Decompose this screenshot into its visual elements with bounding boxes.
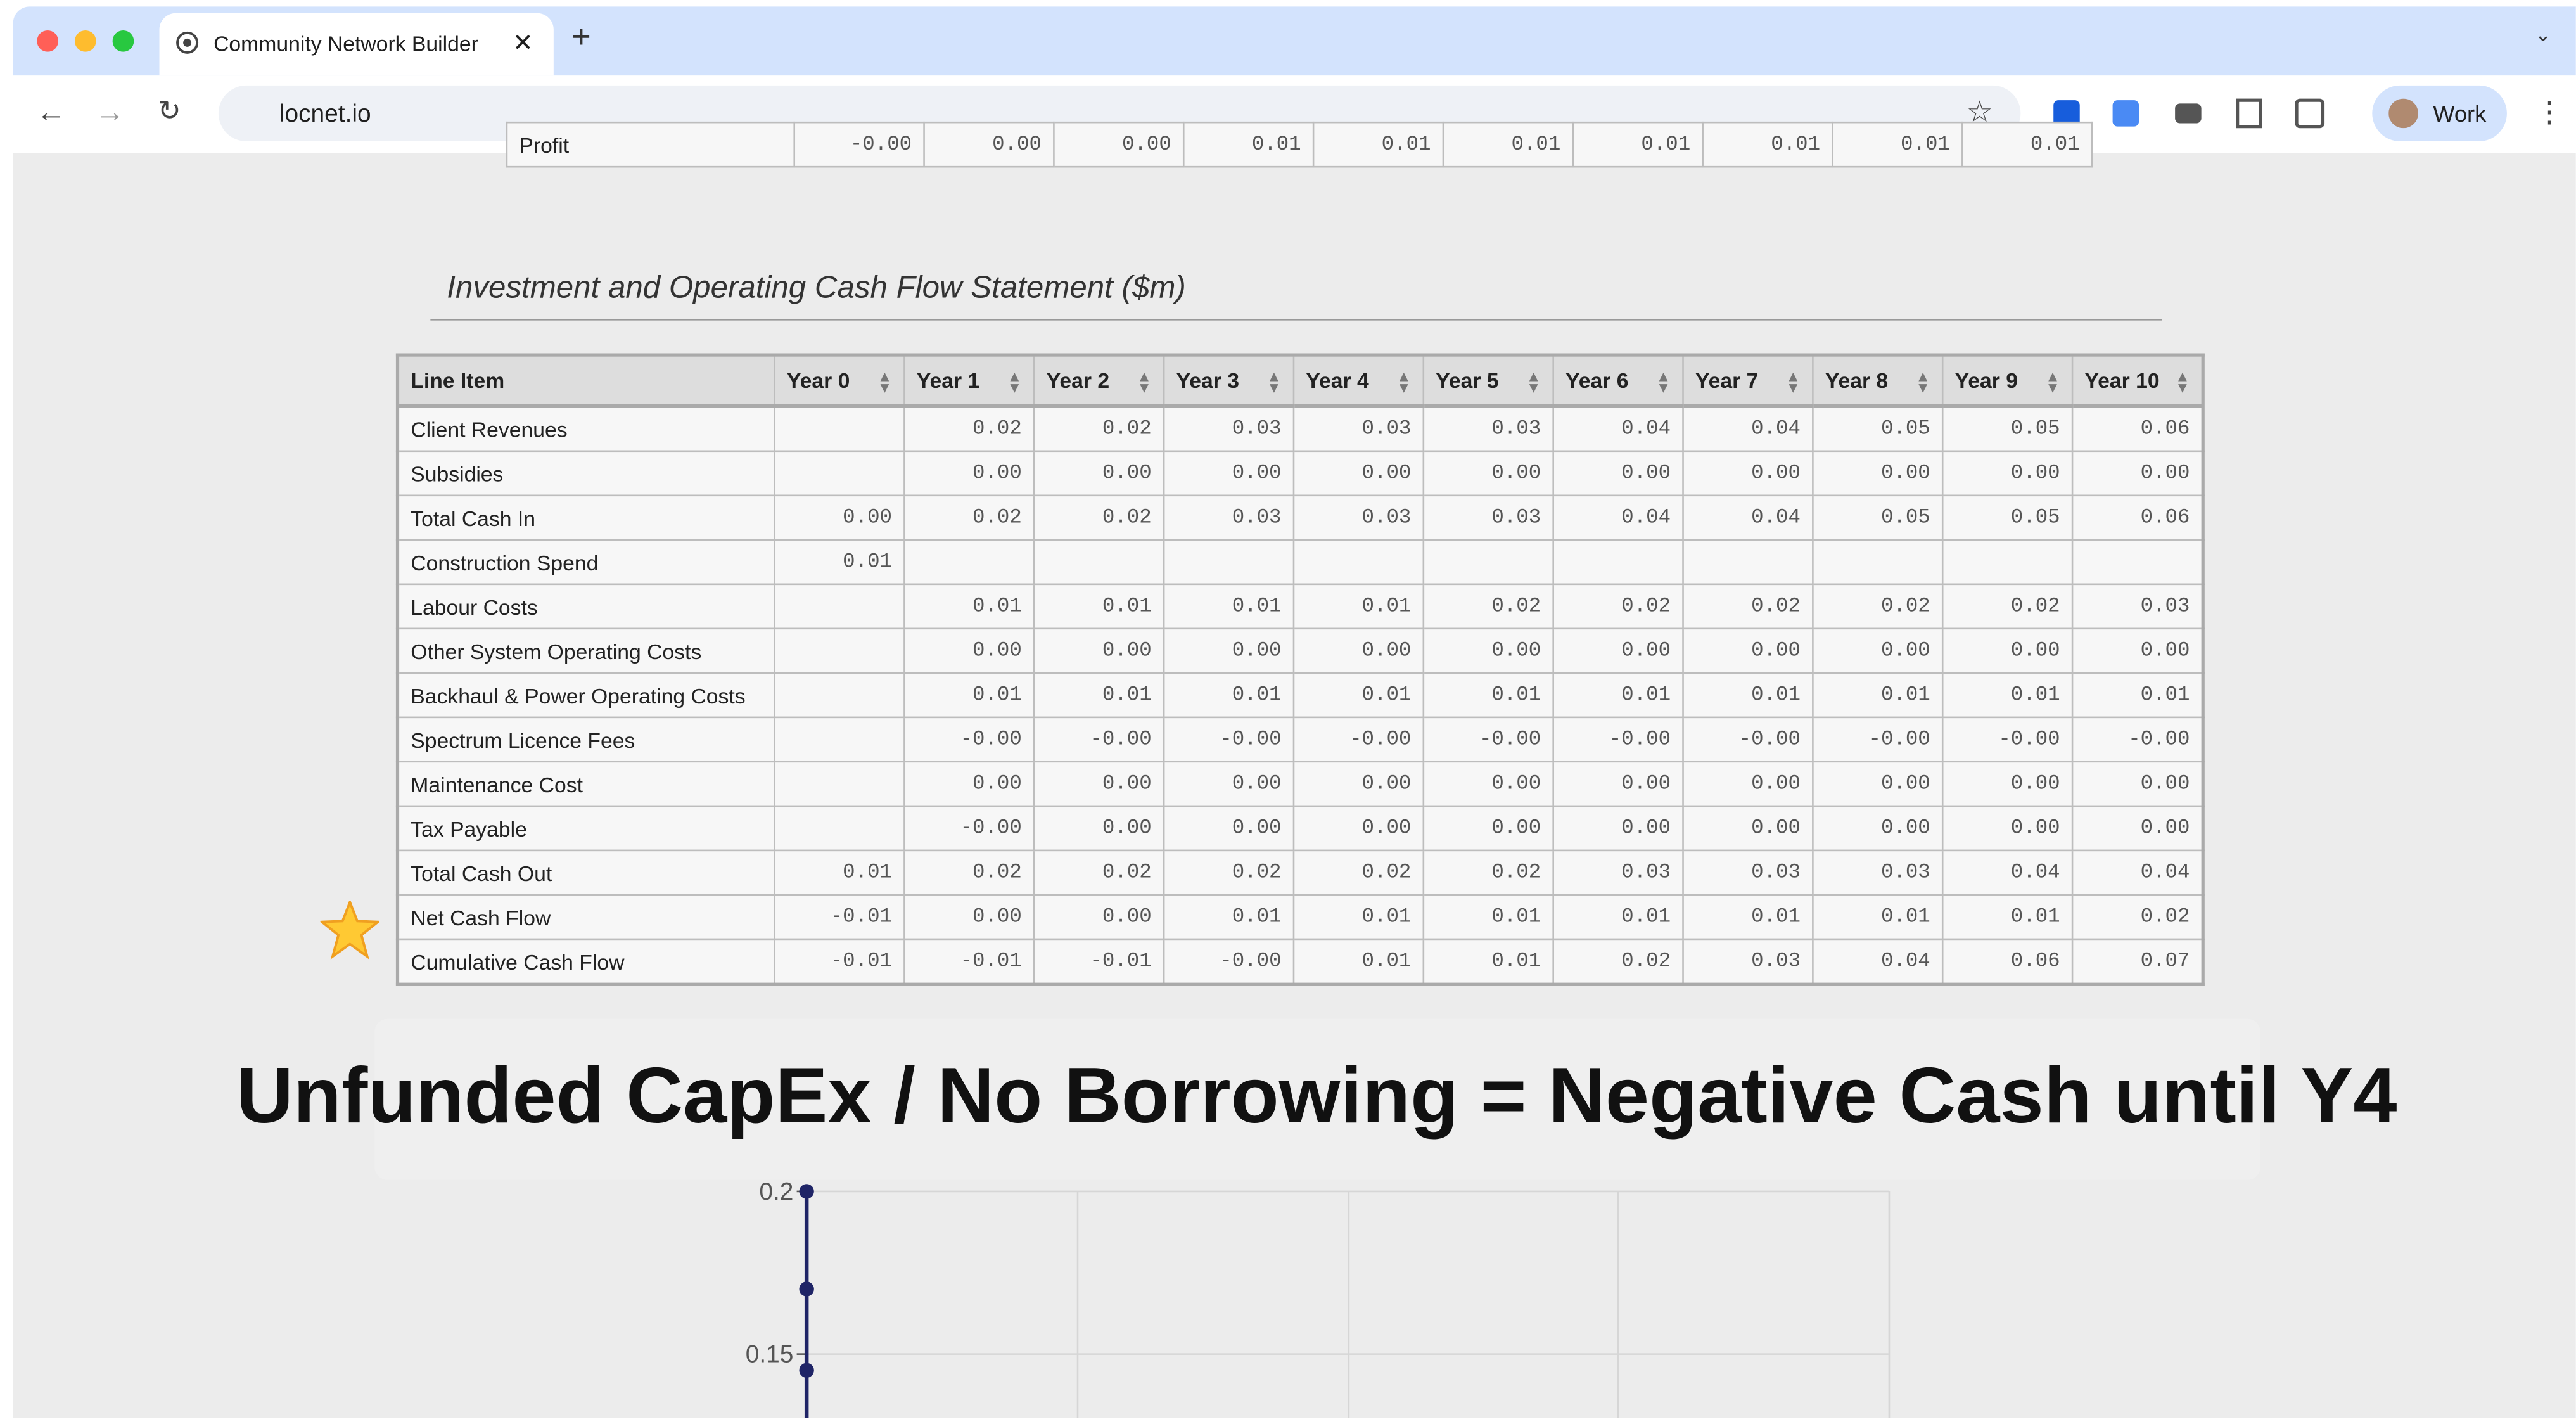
point: [799, 1184, 813, 1198]
screen: Community Network Builder ✕ + ⌄ ← → ↻ lo…: [0, 0, 2576, 1418]
point: [799, 1363, 813, 1378]
chart: 0.2 0.15: [0, 0, 2576, 1418]
y-tick-label: 0.15: [746, 1341, 794, 1368]
point: [799, 1281, 813, 1296]
y-tick-label: 0.2: [759, 1178, 793, 1205]
page: {"browser":{"tab_title":"Community Netwo…: [0, 0, 2576, 1419]
